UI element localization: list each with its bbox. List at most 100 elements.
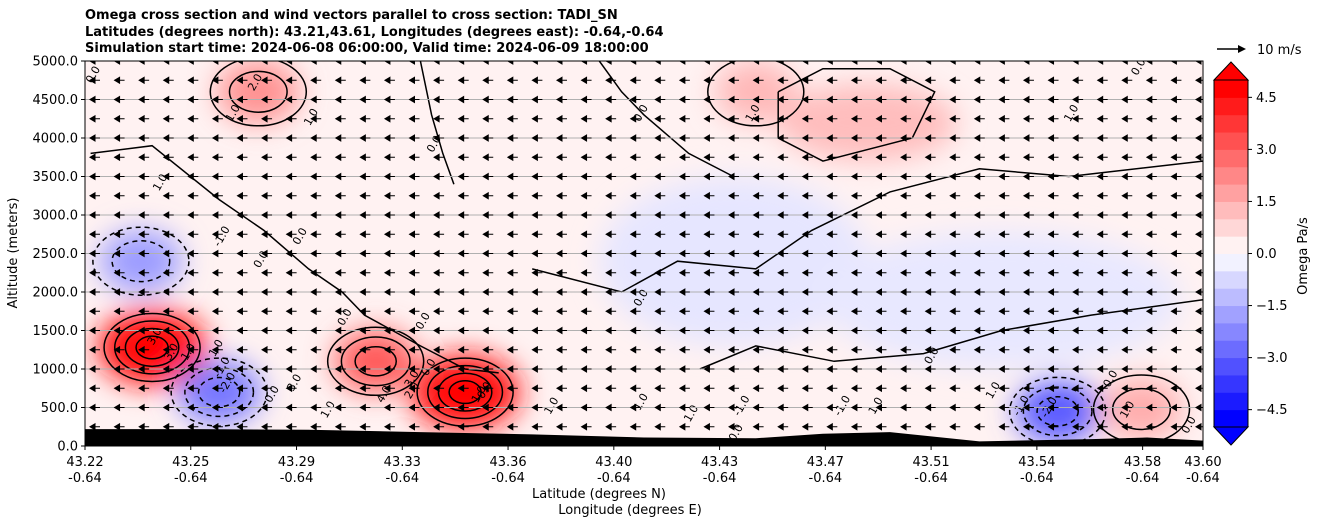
- wind-vector: [556, 403, 567, 412]
- wind-vector: [1145, 191, 1157, 200]
- wind-vector: [457, 172, 469, 181]
- title-line-1: Omega cross section and wind vectors par…: [85, 8, 618, 23]
- wind-vector: [187, 422, 199, 431]
- wind-vector: [383, 345, 395, 354]
- wind-vector: [605, 268, 617, 277]
- wind-vector: [408, 153, 420, 162]
- wind-vector: [433, 345, 445, 354]
- wind-vector: [310, 403, 322, 412]
- contour-ring-2-2: [354, 345, 398, 377]
- wind-vector: [285, 288, 297, 296]
- wind-vector: [728, 191, 740, 200]
- wind-vector: [138, 288, 150, 296]
- wind-vector: [703, 134, 715, 142]
- wind-vector: [359, 230, 371, 239]
- wind-vector: [605, 61, 617, 65]
- wind-vector: [408, 268, 420, 277]
- wind-vector: [531, 288, 543, 296]
- x-tick-label-lon: -0.64: [914, 471, 948, 486]
- wind-vector: [506, 61, 518, 65]
- wind-vector: [506, 345, 518, 354]
- wind-vector: [211, 134, 223, 142]
- wind-vector: [433, 249, 445, 258]
- wind-vector: [728, 114, 740, 123]
- wind-vector: [629, 153, 641, 162]
- wind-vector: [187, 153, 199, 162]
- wind-vector: [1072, 211, 1084, 219]
- wind-vector: [703, 191, 715, 200]
- wind-vector: [605, 384, 617, 393]
- wind-vector: [482, 114, 494, 123]
- wind-vector: [605, 191, 617, 200]
- wind-vector: [408, 76, 420, 85]
- wind-vector: [1072, 95, 1084, 104]
- wind-vector: [261, 172, 273, 181]
- wind-vector: [1022, 134, 1034, 142]
- contour-ring-3-3: [448, 380, 482, 405]
- wind-vector: [138, 191, 150, 200]
- wind-vector: [801, 172, 813, 181]
- wind-vector: [457, 268, 469, 277]
- wind-vector: [580, 384, 592, 393]
- wind-vector: [1170, 422, 1182, 431]
- wind-vector: [1145, 307, 1157, 316]
- wind-vector: [1072, 61, 1084, 65]
- wind-vector: [728, 403, 740, 412]
- wind-vector: [1195, 307, 1203, 316]
- wind-vector: [506, 211, 518, 219]
- wind-vector: [236, 326, 248, 335]
- wind-vector: [777, 76, 789, 85]
- wind-vector: [826, 326, 838, 335]
- wind-vector: [629, 61, 641, 65]
- wind-vector: [359, 365, 371, 373]
- wind-vector: [162, 230, 174, 239]
- wind-vector: [285, 307, 297, 316]
- x-tick-label-lat: 43.47: [807, 455, 844, 470]
- wind-vector: [1096, 230, 1108, 239]
- wind-vector: [285, 114, 297, 123]
- wind-vector: [973, 76, 985, 85]
- wind-vector: [678, 288, 690, 296]
- colorbar: 4.5 3.0 1.5 0.0 −1.5 −3.0 −4.5: [1212, 61, 1288, 446]
- wind-vector: [236, 211, 248, 219]
- wind-vector: [162, 191, 174, 200]
- wind-vector: [973, 134, 985, 142]
- wind-vector: [89, 326, 100, 335]
- wind-vector: [211, 268, 223, 277]
- wind-vector: [187, 230, 199, 239]
- wind-vector: [605, 249, 617, 258]
- wind-vector: [1195, 172, 1203, 181]
- wind-vector: [973, 114, 985, 123]
- wind-vector: [924, 268, 936, 277]
- wind-vector: [1121, 61, 1133, 65]
- wind-vector: [973, 249, 985, 258]
- wind-vector: [605, 153, 617, 162]
- wind-vector: [162, 76, 174, 85]
- x-tick-label-lon: -0.64: [703, 471, 737, 486]
- wind-vector: [900, 134, 912, 142]
- wind-vector: [408, 249, 420, 258]
- wind-vector: [850, 345, 862, 354]
- wind-vector: [334, 191, 346, 200]
- wind-vector: [89, 211, 100, 219]
- wind-vector: [654, 384, 666, 393]
- contour-line-3: [598, 61, 734, 178]
- wind-vector: [162, 365, 174, 373]
- wind-vector: [1047, 153, 1059, 162]
- wind-vector: [1072, 384, 1084, 393]
- wind-vector: [924, 249, 936, 258]
- contour-lines: [90, 61, 1203, 446]
- wind-vector: [973, 211, 985, 219]
- wind-vector: [605, 365, 617, 373]
- wind-vector: [359, 134, 371, 142]
- wind-vector: [728, 134, 740, 142]
- wind-vector: [703, 384, 715, 393]
- wind-vector: [162, 268, 174, 277]
- contour-ring-7-0: [707, 61, 805, 127]
- wind-vector: [187, 61, 199, 65]
- wind-vector: [580, 326, 592, 335]
- wind-vector: [187, 345, 199, 354]
- colorbar-tick-label: 4.5: [1256, 91, 1277, 106]
- wind-vector: [1195, 153, 1203, 162]
- wind-vector: [973, 365, 985, 373]
